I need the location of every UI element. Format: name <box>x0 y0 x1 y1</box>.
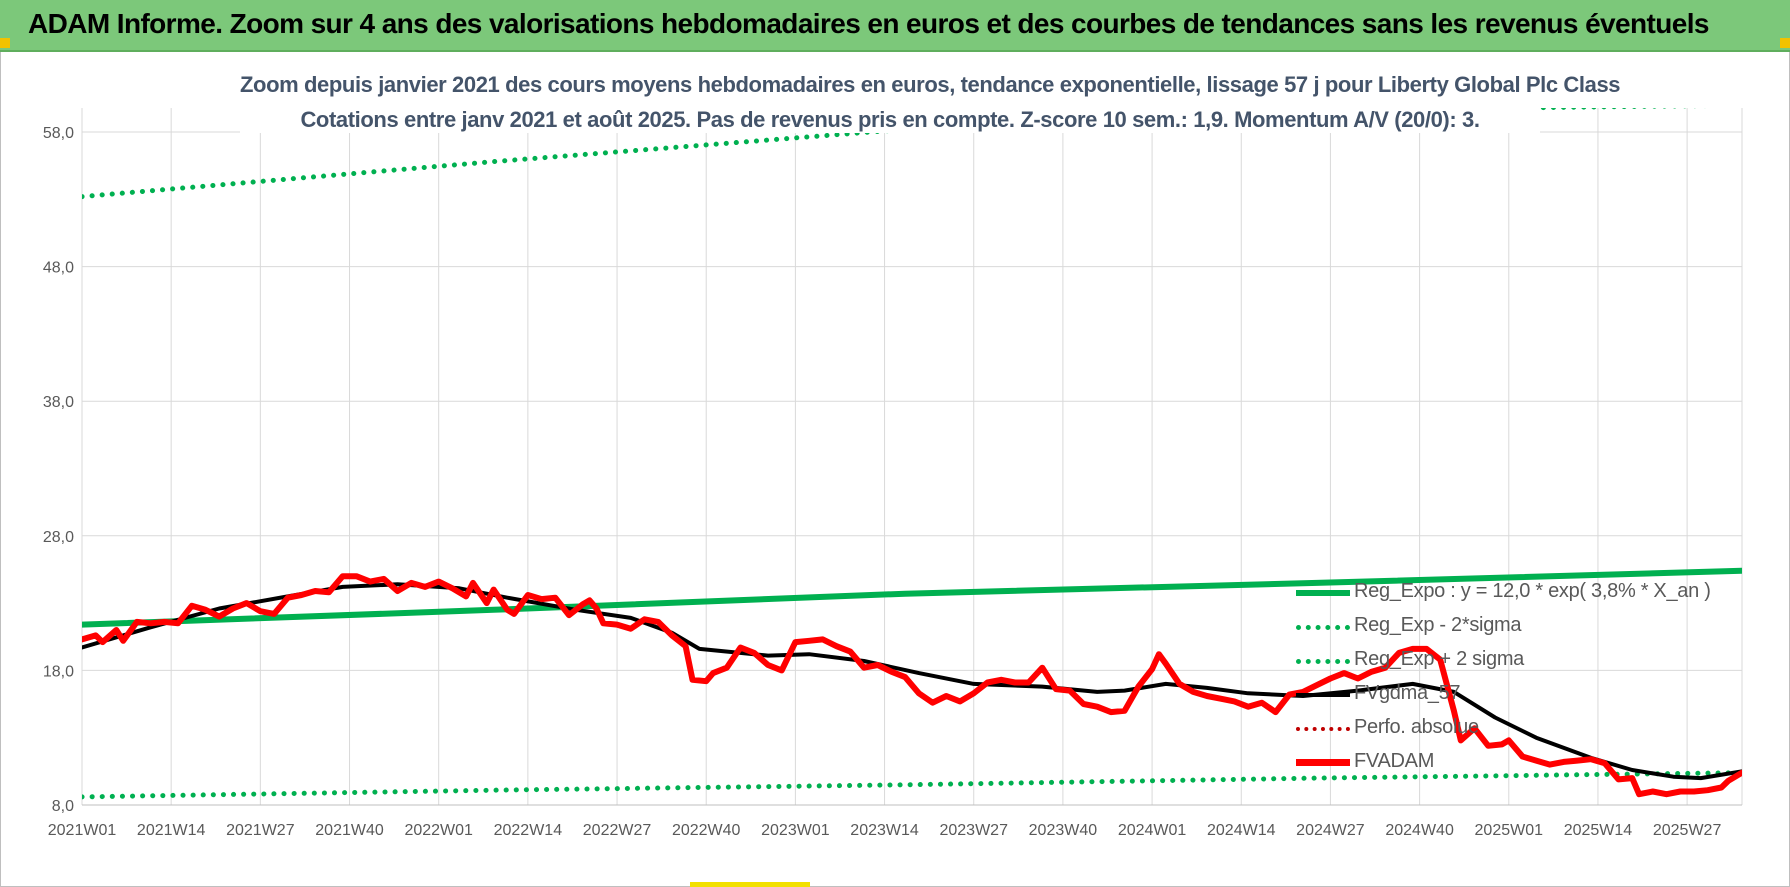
legend-swatch-reg-exp-minus <box>1296 625 1350 630</box>
x-tick-label: 2024W27 <box>1296 822 1365 839</box>
legend-label-fvadam: FVADAM <box>1354 750 1435 772</box>
corner-mark-left <box>0 38 10 48</box>
legend-label-reg-expo: Reg_Expo : y = 12,0 * exp( 3,8% * X_an ) <box>1354 580 1711 602</box>
x-tick-label: 2023W01 <box>761 822 830 839</box>
legend-swatch-fvgdma <box>1296 693 1350 697</box>
x-tick-label: 2021W01 <box>48 822 117 839</box>
y-tick-label: 58,0 <box>43 125 74 142</box>
legend-swatch-reg-expo <box>1296 590 1350 596</box>
legend-label-perfo: Perfo. absolue <box>1354 716 1479 738</box>
chart-title-line-1: Zoom depuis janvier 2021 des cours moyen… <box>240 72 1621 98</box>
y-tick-label: 28,0 <box>43 529 74 546</box>
x-tick-label: 2025W14 <box>1564 822 1633 839</box>
legend-swatch-reg-exp-plus <box>1296 659 1350 664</box>
bottom-mark <box>690 882 810 887</box>
series-line-fvadam <box>82 573 1742 798</box>
x-tick-label: 2023W14 <box>850 822 919 839</box>
legend-item-perfo: Perfo. absolue <box>1296 714 1716 744</box>
legend-item-reg-exp-plus: Reg_Exp + 2 sigma <box>1296 646 1716 676</box>
x-tick-label: 2023W40 <box>1029 822 1098 839</box>
x-tick-label: 2022W40 <box>672 822 741 839</box>
y-tick-label: 18,0 <box>43 663 74 680</box>
legend-swatch-perfo <box>1296 727 1350 731</box>
x-tick-label: 2025W27 <box>1653 822 1722 839</box>
x-tick-label: 2024W14 <box>1207 822 1276 839</box>
x-tick-label: 2023W27 <box>939 822 1008 839</box>
y-tick-label: 48,0 <box>43 260 74 277</box>
corner-mark-right <box>1780 38 1790 48</box>
x-tick-label: 2022W01 <box>404 822 473 839</box>
legend-swatch-fvadam <box>1296 759 1350 766</box>
x-tick-label: 2021W40 <box>315 822 384 839</box>
legend-item-reg-exp-minus: Reg_Exp - 2*sigma <box>1296 612 1716 642</box>
report-banner-title: ADAM Informe. Zoom sur 4 ans des valoris… <box>28 8 1709 39</box>
x-tick-label: 2024W40 <box>1385 822 1454 839</box>
series-line-reg-exp-minus <box>82 770 1742 800</box>
x-tick-label: 2022W14 <box>494 822 563 839</box>
x-tick-label: 2025W01 <box>1475 822 1544 839</box>
x-tick-label: 2024W01 <box>1118 822 1187 839</box>
x-tick-label: 2021W14 <box>137 822 206 839</box>
chart-title-line-2: Cotations entre janv 2021 et août 2025. … <box>240 107 1540 133</box>
y-tick-label: 38,0 <box>43 394 74 411</box>
legend-label-fvgdma: FVgdma_57 <box>1354 682 1461 704</box>
report-banner: ADAM Informe. Zoom sur 4 ans des valoris… <box>0 0 1790 52</box>
x-tick-label: 2022W27 <box>583 822 652 839</box>
y-tick-label: 8,0 <box>52 798 74 815</box>
legend-label-reg-exp-plus: Reg_Exp + 2 sigma <box>1354 648 1524 670</box>
legend-item-fvgdma: FVgdma_57 <box>1296 680 1716 710</box>
legend-item-fvadam: FVADAM <box>1296 748 1716 778</box>
legend-item-reg-expo: Reg_Expo : y = 12,0 * exp( 3,8% * X_an ) <box>1296 578 1716 608</box>
series-line-reg-expo <box>82 567 1742 628</box>
x-tick-label: 2021W27 <box>226 822 295 839</box>
legend-label-reg-exp-minus: Reg_Exp - 2*sigma <box>1354 614 1522 636</box>
